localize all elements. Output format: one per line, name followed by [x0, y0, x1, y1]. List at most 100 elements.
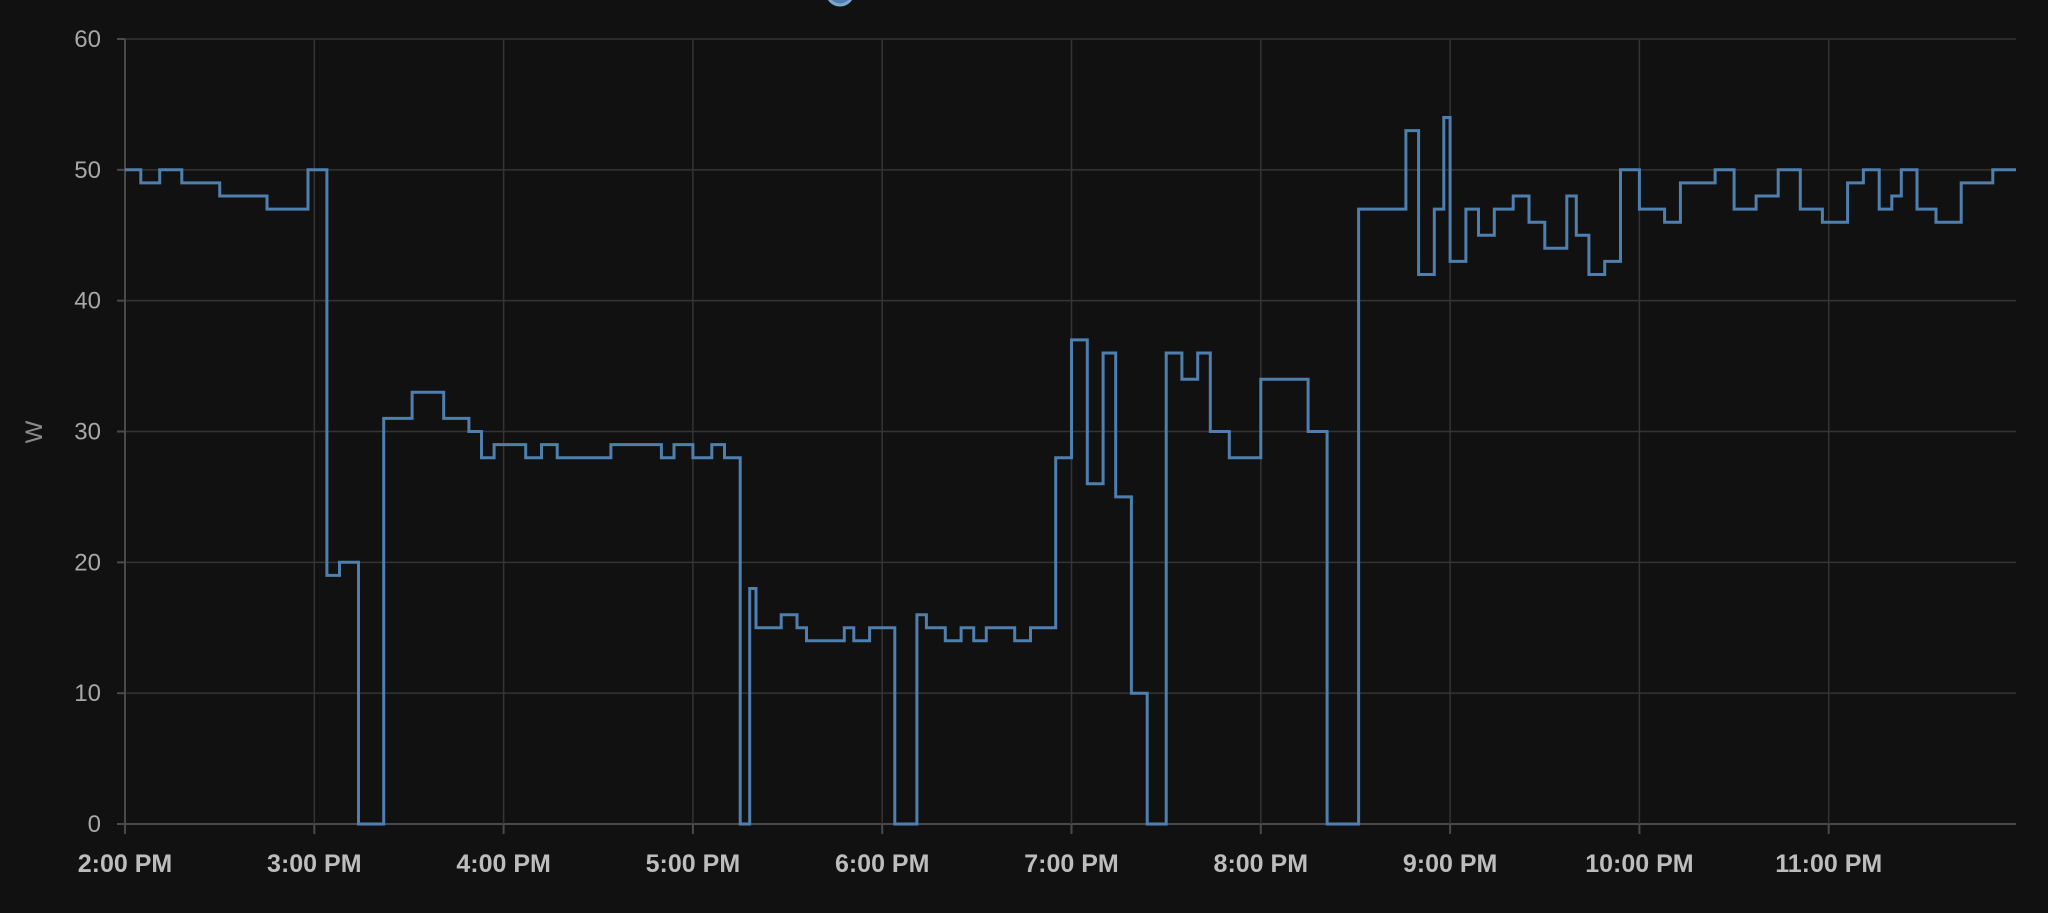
data-point[interactable]	[1564, 193, 1570, 199]
data-point[interactable]	[1958, 180, 1964, 186]
data-point[interactable]	[324, 572, 330, 578]
data-point[interactable]	[1053, 455, 1059, 461]
data-point[interactable]	[179, 180, 185, 186]
data-point[interactable]	[157, 167, 163, 173]
data-point[interactable]	[671, 442, 677, 448]
data-point[interactable]	[1491, 206, 1497, 212]
data-point[interactable]	[1775, 167, 1781, 173]
data-point[interactable]	[1324, 821, 1330, 827]
data-point[interactable]	[586, 455, 592, 461]
data-point[interactable]	[1463, 206, 1469, 212]
data-point[interactable]	[914, 612, 920, 618]
power-series-line[interactable]	[125, 116, 2016, 826]
data-point[interactable]	[1636, 206, 1642, 212]
data-point[interactable]	[1028, 625, 1034, 631]
data-point[interactable]	[1403, 128, 1409, 134]
data-point[interactable]	[737, 821, 743, 827]
data-point[interactable]	[1447, 258, 1453, 264]
data-point[interactable]	[1573, 232, 1579, 238]
data-point[interactable]	[851, 638, 857, 644]
y-tick-label: 0	[88, 811, 101, 838]
data-point[interactable]	[466, 429, 472, 435]
data-point[interactable]	[1305, 429, 1311, 435]
data-point[interactable]	[923, 625, 929, 631]
data-point[interactable]	[217, 193, 223, 199]
data-point[interactable]	[1933, 219, 1939, 225]
data-point[interactable]	[1662, 219, 1668, 225]
data-point[interactable]	[1860, 167, 1866, 173]
data-point[interactable]	[305, 167, 311, 173]
data-point[interactable]	[122, 167, 128, 173]
data-point[interactable]	[867, 625, 873, 631]
data-point[interactable]	[1753, 193, 1759, 199]
data-point[interactable]	[1889, 193, 1895, 199]
data-point[interactable]	[1100, 350, 1106, 356]
data-point[interactable]	[722, 455, 728, 461]
data-point[interactable]	[841, 625, 847, 631]
data-point[interactable]	[479, 455, 485, 461]
data-point[interactable]	[804, 638, 810, 644]
data-point[interactable]	[1602, 258, 1608, 264]
data-point[interactable]	[1797, 206, 1803, 212]
data-point[interactable]	[554, 455, 560, 461]
data-point[interactable]	[1069, 337, 1075, 343]
data-point[interactable]	[747, 586, 753, 592]
data-point[interactable]	[942, 638, 948, 644]
data-point[interactable]	[778, 612, 784, 618]
data-point[interactable]	[658, 455, 664, 461]
data-point[interactable]	[1195, 350, 1201, 356]
data-point[interactable]	[1258, 376, 1264, 382]
data-point[interactable]	[2012, 167, 2018, 173]
data-point[interactable]	[1128, 690, 1134, 696]
data-point[interactable]	[409, 389, 415, 395]
data-point[interactable]	[539, 442, 545, 448]
data-point[interactable]	[983, 625, 989, 631]
data-point[interactable]	[1819, 219, 1825, 225]
data-point[interactable]	[1618, 167, 1624, 173]
data-point[interactable]	[441, 415, 447, 421]
data-point[interactable]	[1441, 115, 1447, 121]
legend-marker-icon[interactable]	[827, 0, 853, 7]
data-point[interactable]	[1226, 455, 1232, 461]
data-point[interactable]	[1144, 821, 1150, 827]
data-point[interactable]	[491, 442, 497, 448]
axis-layer: 0 10 20 30 40 50 60 2:00 PM 3:00 PM 4:00 PM 5:00 P…	[74, 26, 1882, 878]
data-point[interactable]	[1113, 494, 1119, 500]
data-point[interactable]	[1163, 350, 1169, 356]
data-point[interactable]	[608, 442, 614, 448]
data-point[interactable]	[264, 206, 270, 212]
data-point[interactable]	[1914, 206, 1920, 212]
data-point[interactable]	[138, 180, 144, 186]
data-point[interactable]	[1845, 180, 1851, 186]
data-point[interactable]	[381, 415, 387, 421]
data-point[interactable]	[690, 455, 696, 461]
data-point[interactable]	[1356, 206, 1362, 212]
data-point[interactable]	[356, 821, 362, 827]
data-point[interactable]	[1179, 376, 1185, 382]
data-point[interactable]	[1542, 245, 1548, 251]
data-point[interactable]	[1586, 272, 1592, 278]
data-point[interactable]	[794, 625, 800, 631]
data-point[interactable]	[1084, 481, 1090, 487]
data-point[interactable]	[709, 442, 715, 448]
data-point[interactable]	[523, 455, 529, 461]
data-point[interactable]	[1731, 206, 1737, 212]
data-point[interactable]	[1431, 206, 1437, 212]
data-point[interactable]	[1677, 180, 1683, 186]
data-point[interactable]	[1476, 232, 1482, 238]
series-layer	[122, 115, 2018, 827]
data-point[interactable]	[1012, 638, 1018, 644]
data-point[interactable]	[1898, 167, 1904, 173]
data-point[interactable]	[1990, 167, 1996, 173]
data-point[interactable]	[892, 821, 898, 827]
data-point[interactable]	[1876, 206, 1882, 212]
data-point[interactable]	[753, 625, 759, 631]
data-point[interactable]	[1526, 219, 1532, 225]
data-point[interactable]	[958, 625, 964, 631]
data-point[interactable]	[1207, 429, 1213, 435]
data-point[interactable]	[1712, 167, 1718, 173]
data-point[interactable]	[971, 638, 977, 644]
data-point[interactable]	[1416, 272, 1422, 278]
data-point[interactable]	[1510, 193, 1516, 199]
data-point[interactable]	[337, 559, 343, 565]
